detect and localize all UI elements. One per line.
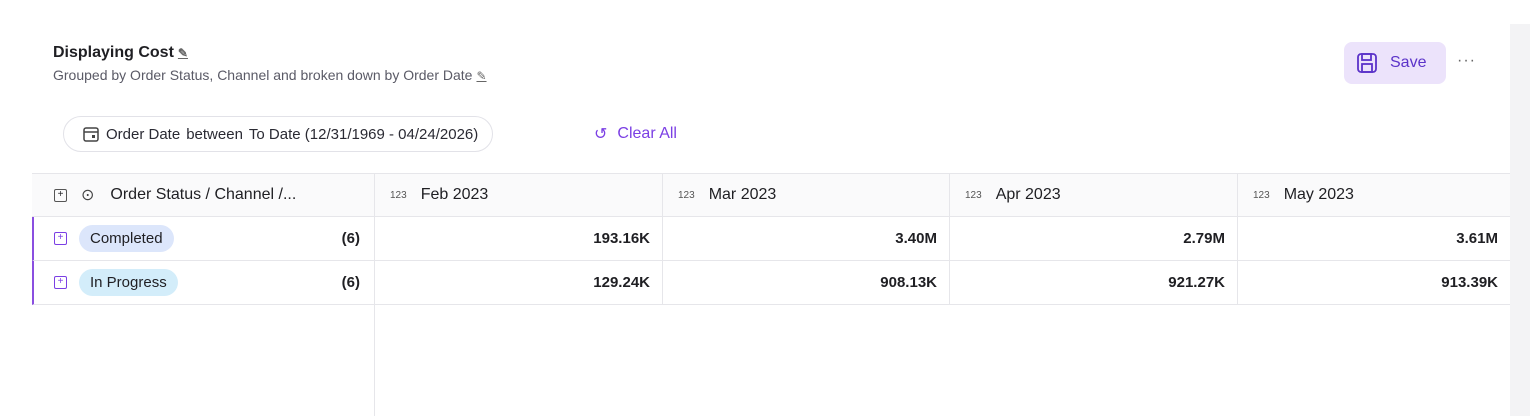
status-pill: Completed xyxy=(79,225,174,252)
save-button[interactable]: Save xyxy=(1344,42,1446,84)
value-cell: 921.27K xyxy=(949,261,1237,305)
row-count: (6) xyxy=(341,274,360,291)
column-divider xyxy=(1237,173,1238,305)
type-label: 123 xyxy=(678,189,695,201)
status-pill: In Progress xyxy=(79,269,178,296)
group-header-text: Order Status / Channel /... xyxy=(110,186,297,203)
calendar-icon xyxy=(83,127,99,142)
scrollbar xyxy=(1510,24,1530,416)
group-header: + ⊙ Order Status / Channel /... xyxy=(32,173,374,217)
subtitle: Grouped by Order Status, Channel and bro… xyxy=(53,67,487,83)
column-header: 123 Mar 2023 xyxy=(662,173,949,217)
value-cell: 913.39K xyxy=(1237,261,1510,305)
value-cell: 193.16K xyxy=(374,217,662,261)
value-cell: 3.61M xyxy=(1237,217,1510,261)
expand-row[interactable]: + xyxy=(54,232,67,245)
type-label: 123 xyxy=(390,189,407,201)
expand-row[interactable]: + xyxy=(54,276,67,289)
column-header: 123 Feb 2023 xyxy=(374,173,662,217)
clear-all[interactable]: ↺ Clear All xyxy=(594,124,677,144)
filter-field: Order Date xyxy=(106,125,181,143)
edit-icon[interactable]: ✎ xyxy=(177,46,188,60)
row-group: + Completed (6) xyxy=(32,217,374,261)
subtitle-text: Grouped by Order Status, Channel and bro… xyxy=(53,67,473,83)
column-title: Feb 2023 xyxy=(420,186,489,203)
column-header: 123 Apr 2023 xyxy=(949,173,1237,217)
reset-icon: ↺ xyxy=(594,126,608,143)
row-group: + In Progress (6) xyxy=(32,261,374,305)
row-count: (6) xyxy=(341,230,360,247)
title-text: Displaying Cost xyxy=(53,44,174,61)
column-title: May 2023 xyxy=(1283,186,1354,203)
title: Displaying Cost ✎ xyxy=(53,44,188,62)
column-title: Apr 2023 xyxy=(995,186,1061,203)
column-title: Mar 2023 xyxy=(708,186,777,203)
clear-label: Clear All xyxy=(617,125,677,142)
value-cell: 3.40M xyxy=(662,217,949,261)
column-divider xyxy=(949,173,950,305)
save-label: Save xyxy=(1390,54,1427,71)
column-header: 123 May 2023 xyxy=(1237,173,1510,217)
filter-value: To Date (12/31/1969 - 04/24/2026) xyxy=(248,125,479,143)
filter-operator: between xyxy=(186,125,243,143)
save-icon xyxy=(1357,53,1377,73)
filter-chip[interactable]: Order Date between To Date (12/31/1969 -… xyxy=(63,116,494,152)
value-cell: 2.79M xyxy=(949,217,1237,261)
collapse-icon[interactable]: ⊙ xyxy=(81,187,95,204)
edit-icon[interactable]: ✎ xyxy=(476,69,487,83)
column-divider xyxy=(662,173,663,305)
expand-all[interactable]: + xyxy=(54,188,67,202)
type-label: 123 xyxy=(1253,189,1270,201)
more-menu[interactable]: ··· xyxy=(1457,52,1476,69)
column-divider xyxy=(374,173,375,416)
type-label: 123 xyxy=(965,189,982,201)
value-cell: 908.13K xyxy=(662,261,949,305)
value-cell: 129.24K xyxy=(374,261,662,305)
